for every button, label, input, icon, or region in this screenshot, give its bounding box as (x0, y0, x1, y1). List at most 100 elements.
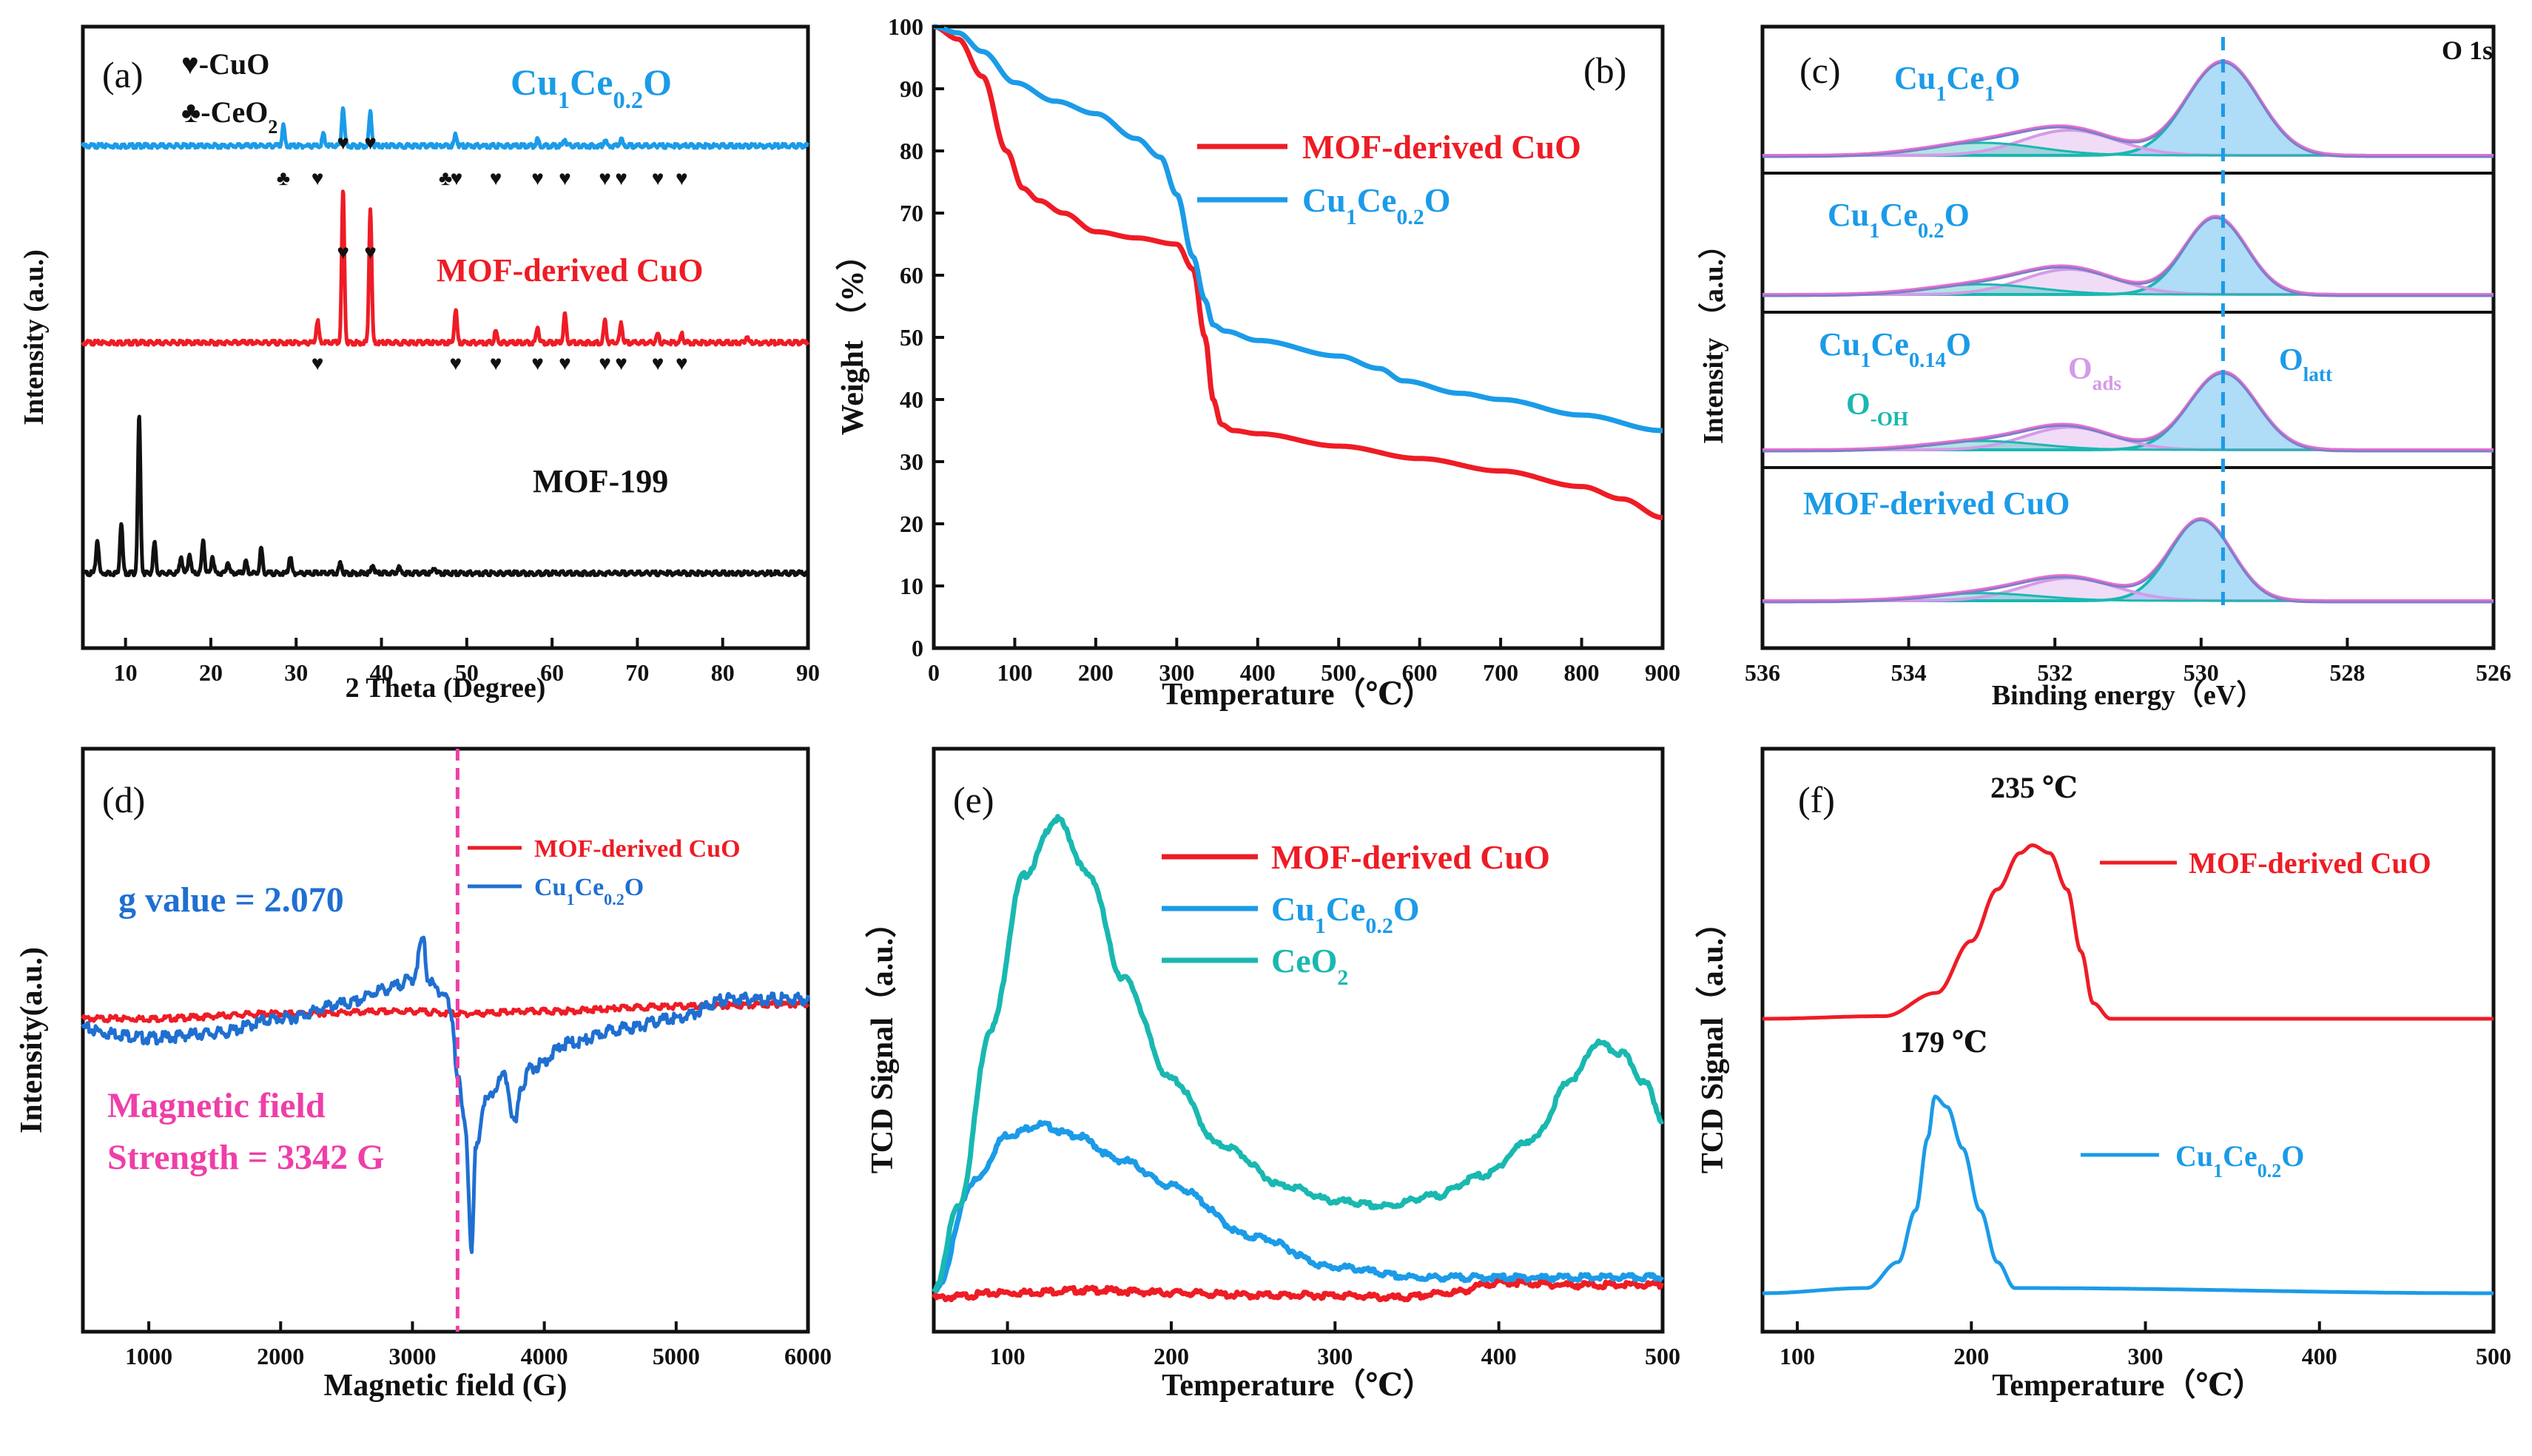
legend-label-1: Cu1Ce0.2O (1271, 890, 1420, 938)
panel-a-x-tick-label: 10 (114, 659, 138, 686)
legend-label-mof: MOF-derived CuO (1302, 128, 1581, 166)
panel-f-y-axis-label: TCD Signal（a.u.） (1695, 907, 1730, 1174)
cu-peak-marker: ♥ (652, 167, 664, 190)
field-annotation-line2: Strength = 3342 G (107, 1138, 384, 1177)
cu-peak-marker: ♥ (490, 167, 502, 190)
legend-label-cu: Cu1Ce0.2O (1302, 181, 1451, 229)
legend-label-0: MOF-derived CuO (1271, 838, 1550, 876)
series-mof-derived-cuo (81, 999, 810, 1024)
panel-b-y-tick-label: 30 (900, 448, 923, 475)
cu-peak-marker: ♥ (312, 167, 324, 190)
panel-b-x-tick-label: 500 (1321, 659, 1356, 686)
panel-f-frame (1760, 746, 2496, 1334)
panel-b-y-tick-label: 20 (900, 510, 923, 537)
panel-f-x-tick-label: 300 (2128, 1343, 2164, 1369)
panel-a-x-tick-label: 80 (711, 659, 735, 686)
panel-d-label: (d) (102, 779, 145, 820)
panel-b-x-tick-label: 300 (1159, 659, 1194, 686)
series-cu1ce0-2o (81, 106, 809, 150)
series-mof-derived-cuo (931, 1277, 1665, 1303)
cu-peak-marker: ♥ (337, 132, 349, 155)
panel-d-x-tick-label: 5000 (653, 1343, 700, 1369)
panel-d-x-tick-label: 2000 (257, 1343, 304, 1369)
panel-c-title: O 1s (2442, 36, 2493, 65)
series-cu1ce02o (1762, 1094, 2494, 1295)
label-mof-199: MOF-199 (533, 463, 668, 499)
panel-b-x-tick-label: 200 (1078, 659, 1114, 686)
label-cu1ce02o: Cu1Ce0.2O (511, 61, 672, 114)
panel-a-frame (81, 24, 810, 650)
legend-label-cu: Cu1Ce0.2O (2175, 1139, 2304, 1182)
panel-b-y-axis-label: Weight （%） (835, 240, 870, 436)
mof-peak-marker: ♥ (599, 352, 611, 375)
oads-fill (1762, 269, 2494, 294)
cu-peak-marker: ♥ (531, 167, 544, 190)
series-cu1ce02o (933, 24, 1663, 434)
panel-b-y-tick-label: 100 (888, 13, 923, 40)
panel-c-x-tick-label: 536 (1745, 659, 1780, 686)
panel-b-y-tick-label: 60 (900, 262, 923, 289)
cu-peak-marker: ♥ (676, 167, 688, 190)
panel-b-x-tick-label: 900 (1645, 659, 1680, 686)
legend-label-cu: Cu1Ce0.2O (534, 874, 644, 909)
panel-b-label: (b) (1583, 50, 1626, 91)
panel-e-label: (e) (953, 779, 994, 820)
panel-c-x-tick-label: 526 (2476, 659, 2511, 686)
panel-a-x-tick-label: 60 (540, 659, 564, 686)
panel-e-frame (932, 746, 1665, 1334)
spectrum-label-0: Cu1Ce1O (1894, 60, 2020, 106)
envelope-fit (1762, 59, 2494, 157)
panel-b-x-axis-label: Temperature（℃） (1162, 677, 1434, 712)
mof-peak-marker: ♥ (364, 241, 377, 264)
spectrum-label-1: Cu1Ce0.2O (1828, 197, 1970, 243)
panel-b-x-tick-label: 0 (928, 659, 940, 686)
panel-a-x-tick-label: 20 (199, 659, 223, 686)
panel-f-x-tick-label: 100 (1780, 1343, 1815, 1369)
oads-fill (1762, 427, 2494, 450)
series-mof-199 (81, 414, 810, 578)
label-o-ads: Oads (2068, 352, 2121, 394)
panel-e-x-tick-label: 500 (1645, 1343, 1680, 1369)
legend-label-2: CeO2 (1271, 942, 1348, 990)
panel-c-frame (1760, 24, 2496, 650)
experimental-curve (1762, 216, 2494, 297)
legend-ceo2: ♣-CeO2 (181, 95, 277, 138)
panel-a-x-tick-label: 40 (370, 659, 394, 686)
panel-c-x-tick-label: 530 (2183, 659, 2219, 686)
mof-peak-marker: ♥ (337, 241, 349, 264)
olatt-component (1762, 517, 2494, 602)
panel-e-x-tick-label: 400 (1481, 1343, 1517, 1369)
spectrum-label-2: Cu1Ce0.14O (1819, 326, 1971, 372)
panel-f-x-tick-label: 500 (2476, 1343, 2511, 1369)
panel-a-y-axis-label: Intensity (a.u.) (18, 249, 50, 425)
panel-b-x-tick-label: 100 (997, 659, 1032, 686)
series-ceo2 (932, 814, 1665, 1294)
panel-c-label: (c) (1799, 50, 1841, 91)
panel-c: 536 534 532 530 528 526 (c) O 1s Cu1Ce1O Cu1Ce0.2… (1698, 36, 2511, 711)
panel-a-x-tick-label: 50 (455, 659, 479, 686)
panel-b-x-tick-label: 700 (1483, 659, 1518, 686)
panel-e-x-tick-label: 200 (1154, 1343, 1189, 1369)
mof-peak-marker: ♥ (559, 352, 571, 375)
panel-e-x-tick-label: 100 (990, 1343, 1026, 1369)
peak-label-235: 235 ℃ (1990, 771, 2078, 804)
olatt-fill (1762, 519, 2494, 601)
mof-peak-marker: ♥ (312, 352, 324, 375)
panel-f-label: (f) (1798, 779, 1835, 820)
experimental-curve (1762, 519, 2494, 604)
panel-a: ♣ ♥♥ ♥♣♥ ♥ ♥ ♥ ♥ ♥ ♥ ♥♥♥ ♥♥ ♥ ♥ ♥ ♥ ♥ ♥ ♥10 20 30 40 50 60 70 80… (18, 47, 820, 704)
panel-b: 0 100 200 300 400 500 600 700 800 900 0 10 20 30 40 50 6… (835, 13, 1680, 712)
cu-peak-marker: ♥ (364, 132, 377, 155)
panel-e-x-axis-label: Temperature（℃） (1162, 1368, 1434, 1403)
panel-c-x-tick-label: 532 (2037, 659, 2073, 686)
panel-f-x-tick-label: 400 (2302, 1343, 2337, 1369)
cu-peak-marker: ♣ (439, 167, 452, 190)
panel-f-x-axis-label: Temperature（℃） (1992, 1368, 2264, 1403)
panel-d-y-axis-label: Intensity(a.u.) (15, 947, 49, 1133)
mof-peak-marker: ♥ (531, 352, 544, 375)
series-mof-derived-cuo (81, 189, 810, 347)
series-cu1ce02o (81, 935, 810, 1254)
panel-c-x-tick-label: 534 (1891, 659, 1927, 686)
series-cu1ce02o (932, 1119, 1665, 1294)
